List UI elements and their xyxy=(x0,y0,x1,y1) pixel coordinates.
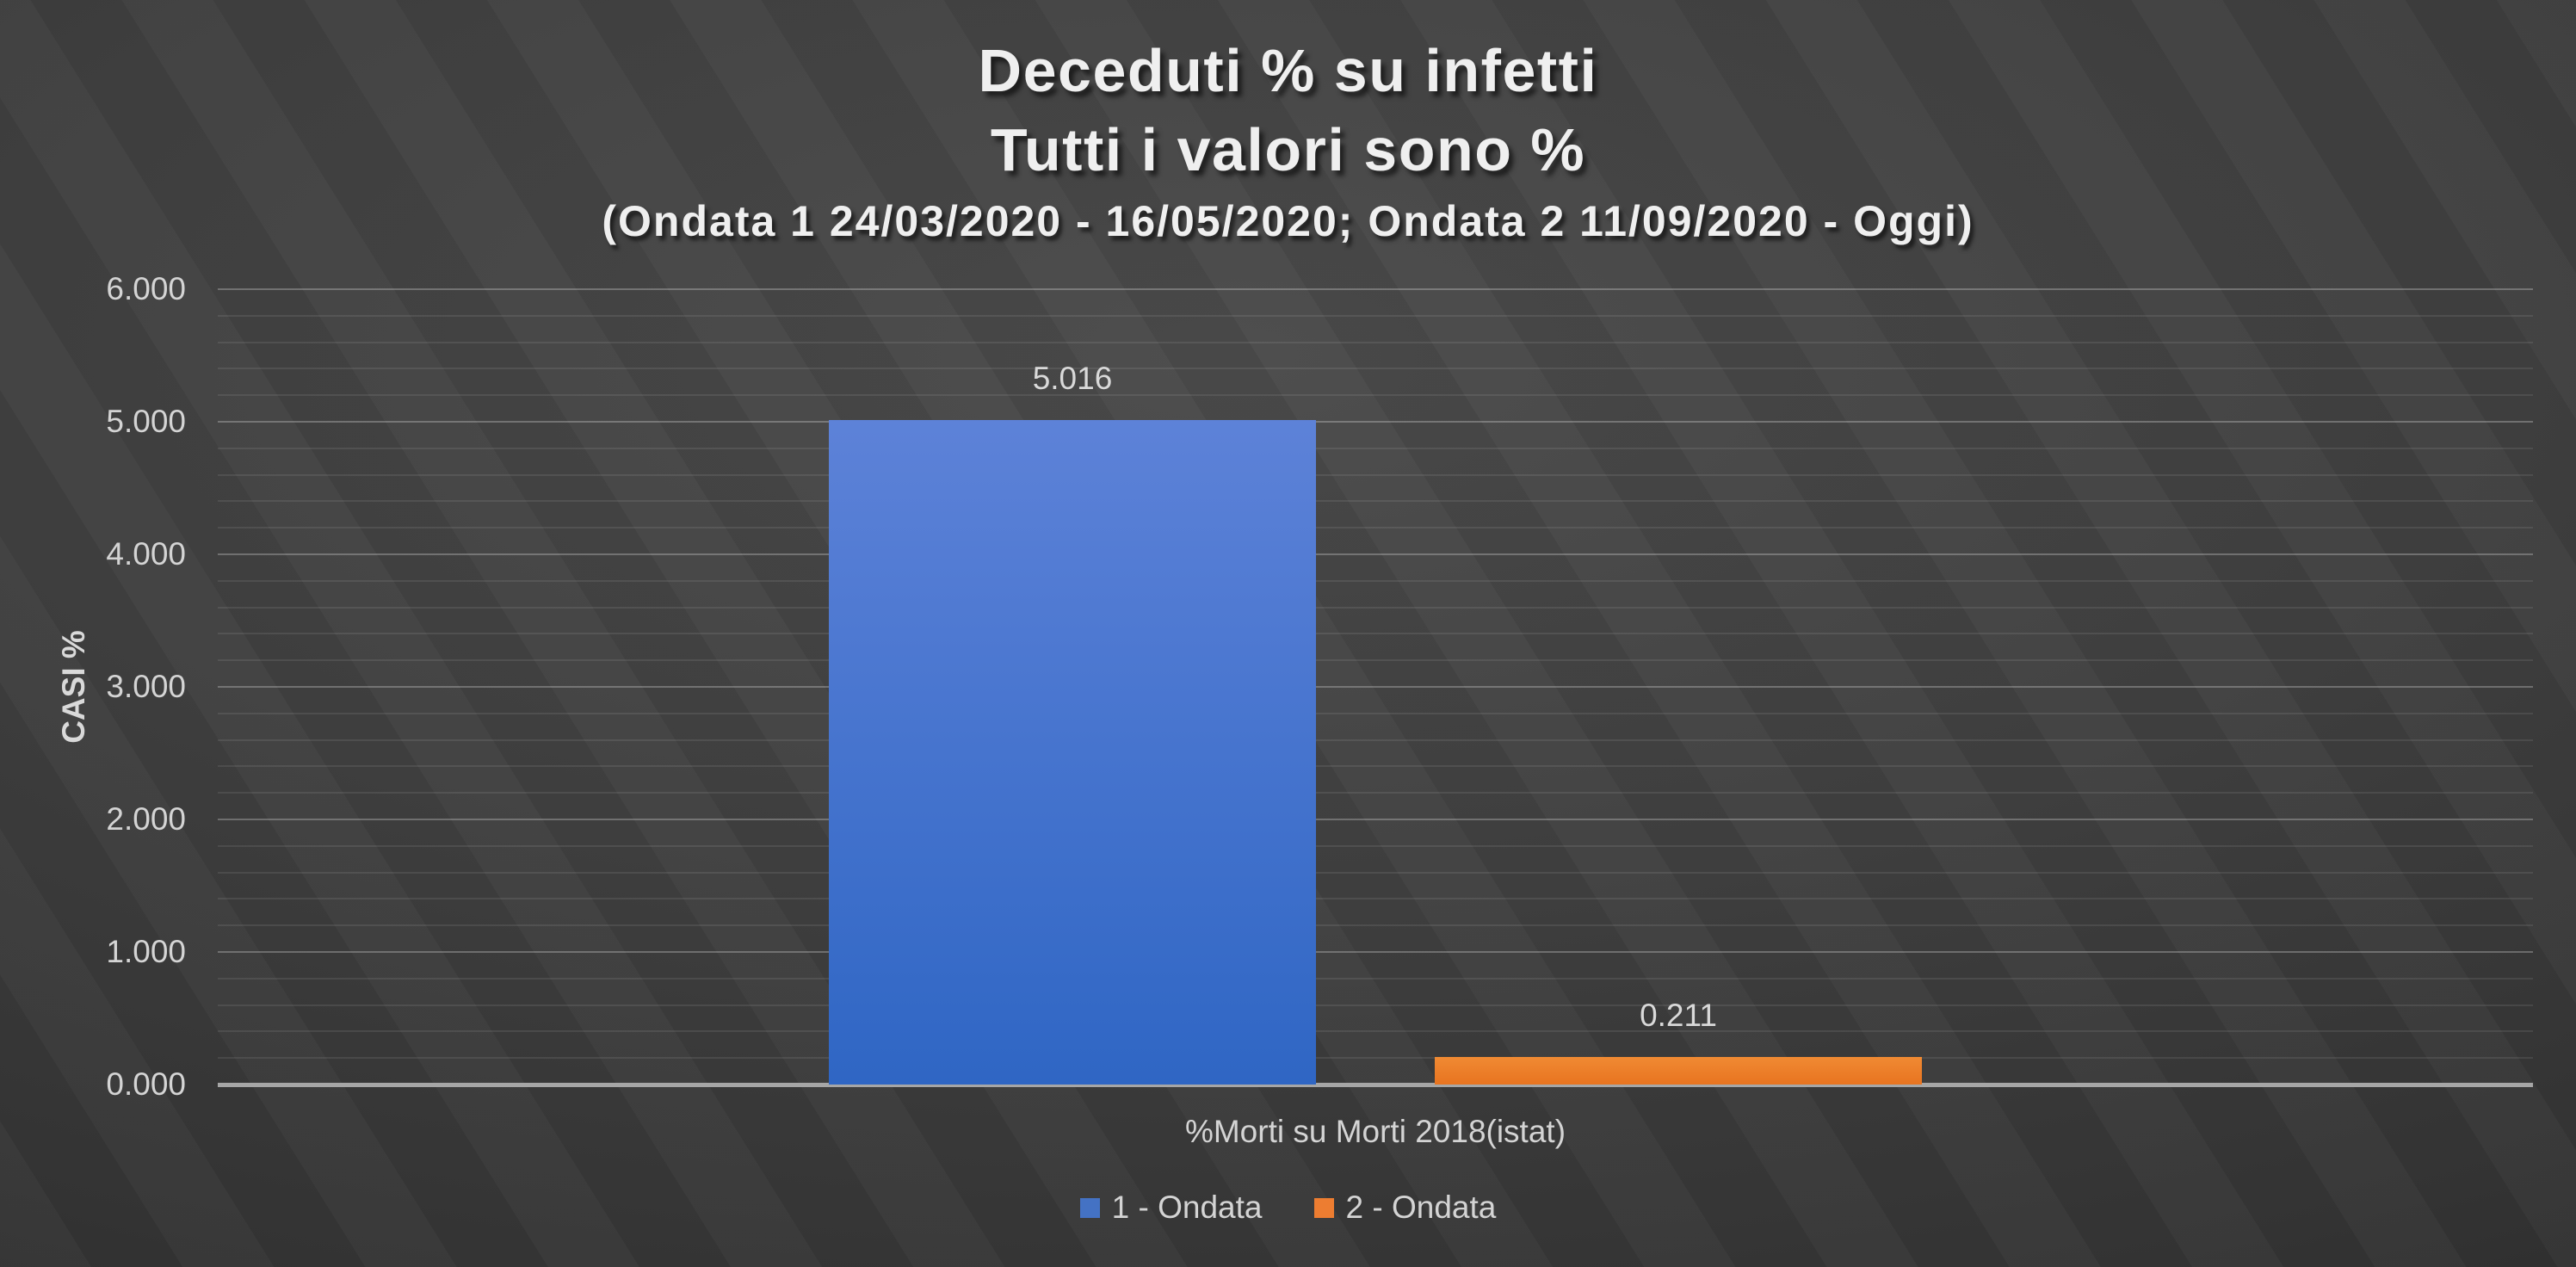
x-axis-category-label: %Morti su Morti 2018(istat) xyxy=(1184,1114,1566,1149)
minor-gridline xyxy=(218,898,2533,900)
minor-gridline xyxy=(218,1004,2533,1006)
major-gridline xyxy=(218,288,2533,290)
minor-gridline xyxy=(218,579,2533,582)
minor-gridline xyxy=(218,633,2533,635)
minor-gridline xyxy=(218,1030,2533,1033)
minor-gridline xyxy=(218,844,2533,847)
minor-gridline xyxy=(218,1057,2533,1060)
major-gridline xyxy=(218,421,2533,423)
minor-gridline xyxy=(218,500,2533,503)
chart-title-line1: Deceduti % su infetti xyxy=(978,37,1598,104)
minor-gridline xyxy=(218,606,2533,609)
minor-gridline xyxy=(218,527,2533,529)
legend: 1 - Ondata 2 - Ondata xyxy=(0,1189,2576,1227)
bar-series-2 xyxy=(1435,1056,1922,1085)
major-gridline xyxy=(218,819,2533,820)
chart-title-line3: (Ondata 1 24/03/2020 - 16/05/2020; Ondat… xyxy=(602,197,1974,245)
minor-gridline xyxy=(218,659,2533,662)
y-tick-label: 1.000 xyxy=(106,934,186,969)
minor-gridline xyxy=(218,447,2533,449)
chart-title-line2: Tutti i valori sono % xyxy=(990,116,1586,183)
minor-gridline xyxy=(218,924,2533,927)
minor-gridline xyxy=(218,473,2533,476)
legend-item-2: 2 - Ondata xyxy=(1313,1189,1497,1227)
bar-series-1 xyxy=(829,419,1316,1085)
legend-item-1: 1 - Ondata xyxy=(1079,1189,1263,1227)
legend-swatch-icon xyxy=(1079,1197,1100,1218)
x-axis-line xyxy=(218,1083,2533,1087)
minor-gridline xyxy=(218,314,2533,317)
y-tick-label: 5.000 xyxy=(106,404,186,439)
minor-gridline xyxy=(218,792,2533,794)
minor-gridline xyxy=(218,712,2533,714)
minor-gridline xyxy=(218,341,2533,343)
legend-swatch-icon xyxy=(1313,1197,1334,1218)
minor-gridline xyxy=(218,765,2533,768)
minor-gridline xyxy=(218,977,2533,980)
minor-gridline xyxy=(218,739,2533,741)
data-label-series-1: 5.016 xyxy=(1032,360,1113,396)
minor-gridline xyxy=(218,394,2533,397)
y-tick-label: 0.000 xyxy=(106,1066,186,1102)
plot-area: 5.016 0.211 xyxy=(218,288,2533,1087)
y-tick-label: 6.000 xyxy=(106,271,186,306)
legend-label: 1 - Ondata xyxy=(1111,1190,1263,1225)
y-tick-label: 2.000 xyxy=(106,801,186,837)
major-gridline xyxy=(218,553,2533,555)
minor-gridline xyxy=(218,368,2533,370)
chart-title-block: Deceduti % su infetti Tutti i valori son… xyxy=(0,31,2576,248)
y-tick-label: 3.000 xyxy=(106,669,186,704)
minor-gridline xyxy=(218,871,2533,874)
data-label-series-2: 0.211 xyxy=(1640,997,1717,1033)
major-gridline xyxy=(218,951,2533,953)
y-tick-label: 4.000 xyxy=(106,536,186,572)
major-gridline xyxy=(218,686,2533,688)
legend-label: 2 - Ondata xyxy=(1345,1190,1497,1225)
